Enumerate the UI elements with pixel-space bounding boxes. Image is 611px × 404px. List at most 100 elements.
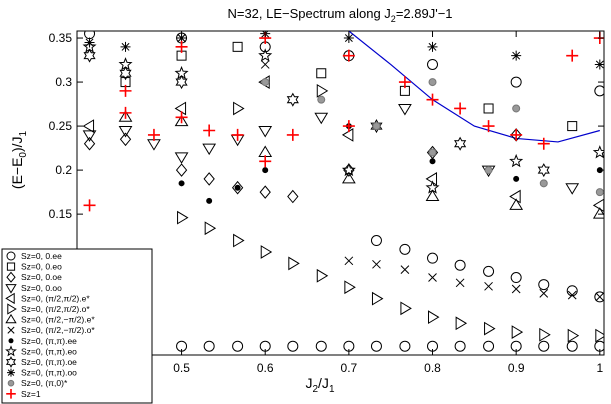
point: [370, 340, 382, 352]
marker-part: [317, 95, 326, 104]
marker-part: [510, 128, 523, 141]
point: [206, 197, 213, 204]
marker-part: [233, 233, 245, 248]
marker-part: [342, 49, 355, 62]
marker-part: [454, 102, 467, 115]
point: [118, 110, 133, 122]
y-label-main: (E−E: [9, 158, 25, 190]
marker-part: [5, 313, 17, 324]
point: [454, 136, 467, 151]
point: [400, 301, 412, 316]
marker-part: [261, 78, 270, 87]
marker-part: [511, 50, 522, 61]
point: [511, 325, 524, 339]
point: [595, 188, 604, 197]
marker-part: [258, 125, 273, 138]
marker-part: [118, 110, 133, 122]
point: [509, 198, 524, 210]
y-tick-label: 0.35: [49, 31, 73, 45]
legend-marker: [6, 388, 16, 399]
marker-part: [595, 188, 604, 197]
point: [314, 112, 329, 125]
marker-part: [119, 106, 132, 119]
point: [370, 235, 382, 247]
y-tick-label: 0.2: [55, 163, 72, 177]
point: [566, 49, 579, 62]
marker-part: [204, 221, 217, 236]
point: [262, 167, 269, 174]
point: [232, 340, 244, 352]
legend-label: Sz=0, 0.ee: [21, 251, 62, 261]
point: [344, 256, 354, 266]
marker-part: [483, 340, 495, 352]
point: [429, 158, 436, 165]
marker-part: [5, 345, 17, 357]
point: [592, 207, 604, 219]
point: [202, 143, 217, 156]
marker-part: [6, 262, 16, 271]
marker-part: [232, 340, 244, 352]
legend-box: [1, 248, 153, 404]
point: [484, 321, 496, 336]
point: [344, 280, 356, 295]
marker-part: [6, 251, 16, 261]
marker-part: [315, 340, 327, 352]
marker-part: [539, 289, 549, 298]
marker-part: [341, 171, 356, 184]
point: [234, 184, 241, 191]
x-tick-label: 0.6: [257, 361, 274, 375]
marker-part: [454, 340, 466, 352]
legend-marker: [5, 345, 17, 357]
point: [427, 252, 439, 264]
point: [231, 180, 244, 195]
point: [513, 175, 520, 182]
point: [594, 85, 604, 97]
marker-part: [120, 41, 131, 52]
marker-part: [399, 243, 411, 255]
point: [204, 221, 217, 236]
marker-part: [566, 49, 579, 62]
marker-part: [427, 58, 439, 70]
legend-marker: [8, 338, 14, 344]
point: [595, 328, 604, 343]
marker-part: [175, 163, 188, 177]
x-label-mid: /J: [318, 375, 329, 391]
marker-part: [484, 281, 493, 291]
point: [398, 103, 412, 116]
point: [372, 259, 381, 269]
marker-part: [509, 189, 521, 204]
marker-part: [82, 119, 95, 133]
legend-label: Sz=0, 0.oe: [21, 272, 62, 282]
y-axis-label: (E−E0)/J1: [9, 130, 29, 189]
point: [510, 128, 523, 141]
legend-label: Sz=1: [21, 389, 41, 399]
marker-part: [258, 145, 273, 157]
x-tick-label: 0.7: [341, 361, 358, 375]
marker-part: [5, 292, 15, 305]
point: [261, 78, 270, 87]
y-label-sub: 0: [18, 152, 29, 158]
point: [258, 125, 273, 138]
point: [428, 78, 437, 87]
point: [425, 180, 440, 194]
marker-part: [84, 37, 95, 48]
marker-part: [509, 153, 524, 168]
point: [233, 233, 245, 248]
point: [231, 128, 244, 141]
marker-part: [428, 148, 437, 157]
point: [539, 179, 548, 188]
point: [567, 290, 577, 300]
point: [567, 328, 580, 343]
marker-part: [513, 175, 520, 182]
point: [537, 137, 550, 150]
marker-part: [286, 92, 299, 107]
marker-part: [7, 368, 15, 377]
legend-marker: [7, 326, 15, 334]
marker-part: [231, 128, 244, 141]
marker-part: [314, 112, 329, 125]
point: [287, 340, 299, 352]
point: [120, 41, 131, 52]
marker-part: [259, 155, 272, 168]
title-sub: 2: [391, 14, 396, 24]
